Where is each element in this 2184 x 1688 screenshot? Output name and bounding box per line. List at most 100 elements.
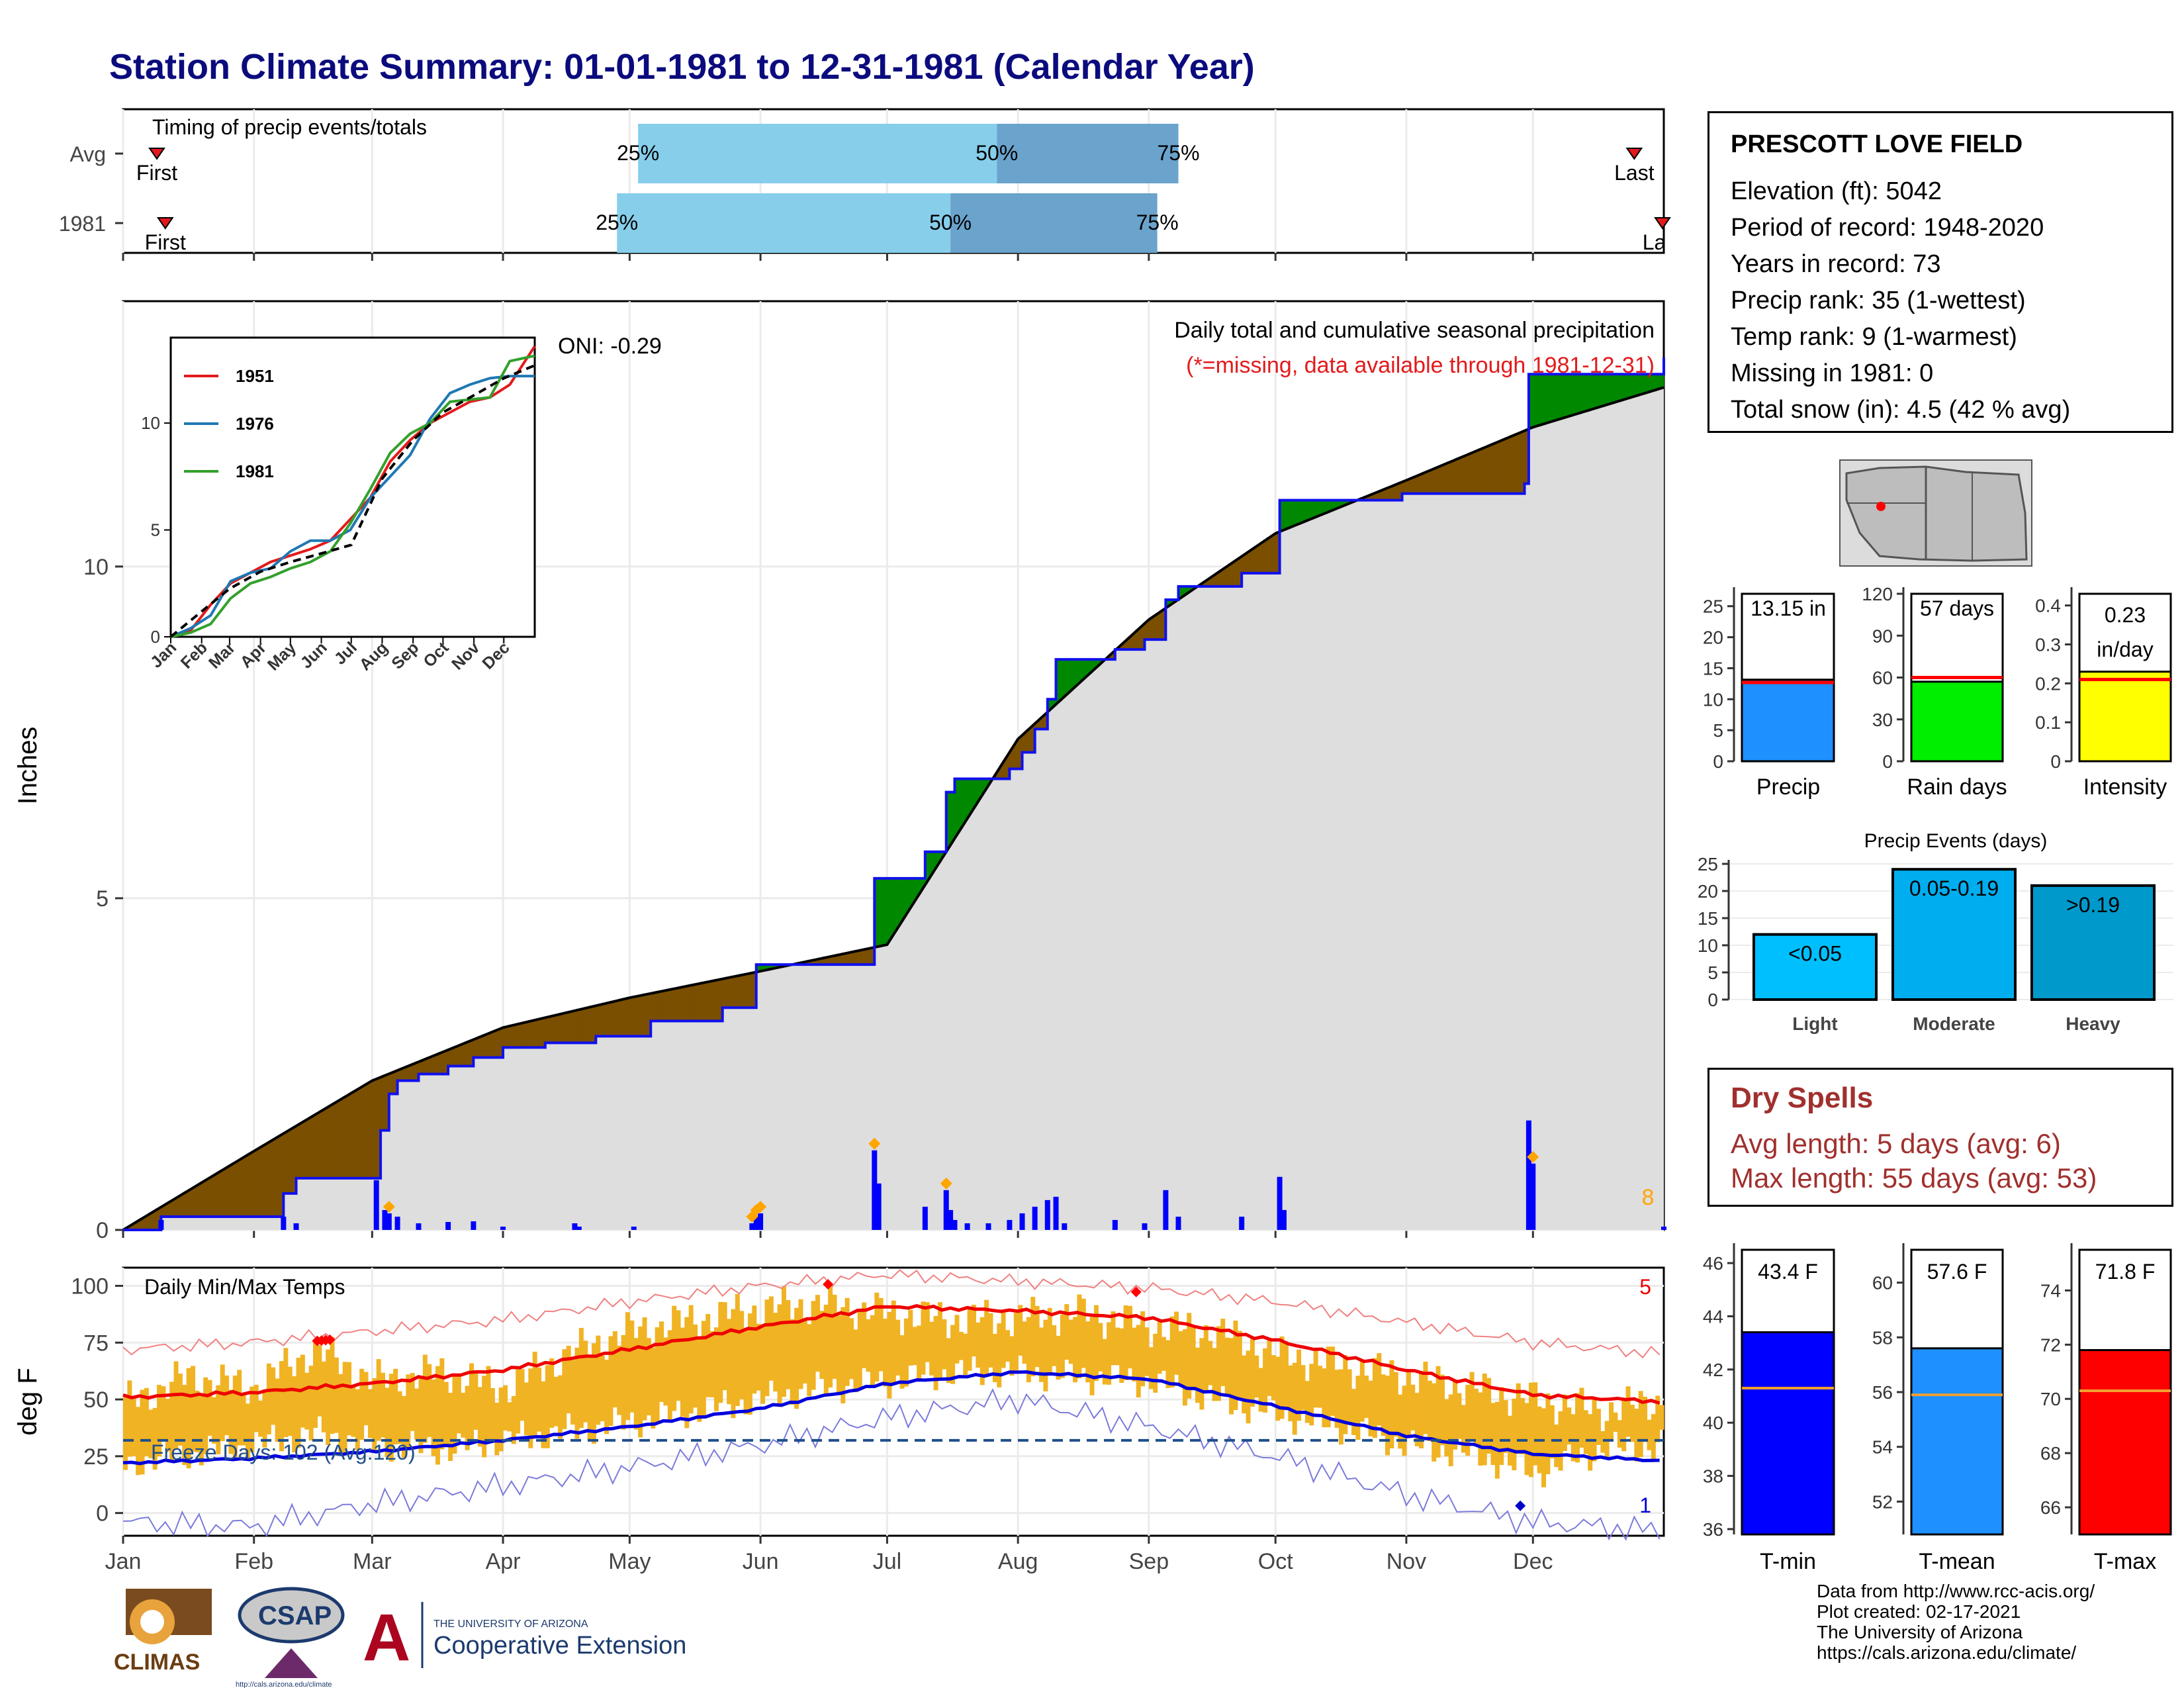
precip-below-avg-area — [1385, 487, 1390, 501]
temp-daily-range-bar — [1549, 1405, 1555, 1458]
precip-below-avg-area — [325, 1105, 331, 1179]
temp-daily-range-bar — [950, 1325, 956, 1384]
temp-daily-range-bar — [899, 1335, 905, 1389]
timing-row-label: Avg — [69, 142, 106, 166]
precip-below-avg-area — [684, 985, 690, 1021]
precip-daily-bar — [876, 1183, 882, 1230]
precip-below-avg-area — [629, 996, 635, 1037]
temp-daily-range-bar — [199, 1396, 204, 1466]
precip-below-avg-area — [557, 1013, 563, 1043]
precip-below-avg-area — [1022, 730, 1027, 753]
temp-daily-range-bar — [1338, 1369, 1343, 1445]
precip-below-avg-area — [1250, 547, 1255, 574]
precip-below-avg-area — [696, 982, 702, 1021]
precip-above-avg-area — [1308, 500, 1314, 520]
precip-below-avg-area — [1490, 442, 1496, 494]
precip-below-avg-area — [806, 960, 812, 965]
temp-daily-range-bar — [388, 1374, 394, 1462]
temp-daily-range-bar — [1377, 1353, 1382, 1426]
temp-daily-range-bar — [237, 1370, 242, 1446]
temp-daily-range-bar — [532, 1351, 537, 1436]
temp-daily-range-bar — [600, 1355, 605, 1422]
temp-daily-range-bar — [1402, 1385, 1407, 1456]
precip-above-avg-area — [1292, 500, 1297, 528]
temp-daily-range-bar — [1528, 1382, 1533, 1477]
precip-above-avg-area — [1621, 373, 1627, 401]
temp-daily-range-bar — [326, 1349, 331, 1446]
svg-text:A: A — [363, 1601, 410, 1675]
temp-ytick-label: 0 — [96, 1501, 109, 1526]
precip-above-avg-area — [929, 851, 934, 880]
inset-month-label: Jun — [297, 638, 331, 672]
precip-above-avg-area — [975, 778, 981, 807]
precip-below-avg-area — [1494, 441, 1500, 494]
precip-daily-bar — [1053, 1196, 1059, 1230]
temp-daily-range-bar — [731, 1309, 736, 1419]
precip-above-avg-area — [874, 878, 880, 948]
intensity-outline — [2078, 592, 2172, 763]
temp-daily-range-bar — [1288, 1365, 1293, 1422]
precip-below-avg-area — [1005, 751, 1010, 780]
precip-above-avg-area — [1300, 500, 1306, 524]
temp-tmean-xlabel: T-mean — [1919, 1549, 1995, 1574]
precip-below-avg-area — [532, 1019, 537, 1048]
precip-daily-bar — [758, 1213, 764, 1230]
precip-below-avg-area — [207, 1176, 212, 1217]
intensity-ytick-label: 0.2 — [2035, 673, 2061, 694]
temp-daily-range-bar — [1524, 1403, 1529, 1476]
precip-daily-bar — [500, 1226, 506, 1230]
precip-below-avg-area — [451, 1046, 457, 1066]
precip-below-avg-area — [730, 976, 736, 1008]
temp-daily-range-bar — [1359, 1361, 1365, 1422]
precip-daily-bar — [471, 1221, 477, 1230]
temp-daily-range-bar — [241, 1393, 246, 1446]
temp-daily-range-bar — [705, 1313, 711, 1397]
temp-daily-range-bar — [1212, 1348, 1217, 1401]
precip-above-avg-area — [1072, 659, 1077, 690]
precip-below-avg-area — [1241, 553, 1247, 574]
precip-above-avg-area — [1553, 373, 1559, 422]
precip-above-avg-area — [1102, 657, 1107, 663]
precip-below-avg-area — [655, 991, 660, 1021]
precip-below-avg-area — [650, 992, 656, 1021]
precip-below-avg-area — [199, 1181, 204, 1217]
temp-daily-range-bar — [1609, 1402, 1614, 1442]
precip-above-avg-area — [1604, 373, 1610, 406]
temp-tmin-value-label: 43.4 F — [1758, 1260, 1818, 1284]
temp-tmean-ytick-label: 58 — [1872, 1327, 1893, 1348]
precip-below-avg-area — [1393, 483, 1398, 501]
precip-below-avg-area — [494, 1029, 500, 1058]
temp-daily-range-bar — [363, 1372, 369, 1426]
precip-daily-bar — [1007, 1219, 1013, 1230]
temp-daily-range-bar — [570, 1360, 576, 1425]
precip-below-avg-area — [140, 1216, 145, 1231]
precip-below-avg-area — [1516, 432, 1521, 494]
temp-daily-range-bar — [406, 1374, 411, 1449]
temp-daily-range-bar — [1161, 1336, 1166, 1371]
temp-tmin-ytick-label: 46 — [1703, 1253, 1723, 1274]
temp-daily-range-bar — [1317, 1366, 1322, 1408]
precip-below-avg-area — [713, 979, 719, 1021]
temp-daily-range-bar — [1545, 1393, 1551, 1475]
temp-daily-range-bar — [1655, 1395, 1661, 1442]
precip-total-value-label: 13.15 in — [1751, 596, 1826, 620]
precip-below-avg-area — [435, 1053, 440, 1074]
precip-below-avg-area — [1026, 726, 1031, 753]
temp-daily-range-bar — [308, 1366, 314, 1441]
temp-daily-range-bar — [1246, 1350, 1251, 1424]
precip-below-avg-area — [1397, 481, 1403, 501]
precip-avg-cumulative-line — [122, 386, 1664, 1231]
precip-below-avg-area — [236, 1158, 242, 1217]
temp-tmean-outline — [1910, 1248, 2004, 1536]
csap-text: CSAP — [258, 1601, 332, 1630]
precip-daily-bar — [394, 1216, 400, 1230]
temp-daily-range-bar — [908, 1309, 913, 1366]
temp-daily-range-bar — [992, 1334, 997, 1382]
temp-daily-range-bar — [811, 1301, 816, 1390]
precip-below-avg-area — [156, 1206, 161, 1231]
temp-daily-range-bar — [655, 1327, 660, 1423]
precip-above-avg-area — [916, 878, 921, 900]
precip-below-avg-area — [321, 1107, 326, 1179]
rain-days-ytick-label: 30 — [1872, 710, 1893, 730]
inset-month-label: Jan — [147, 638, 180, 671]
